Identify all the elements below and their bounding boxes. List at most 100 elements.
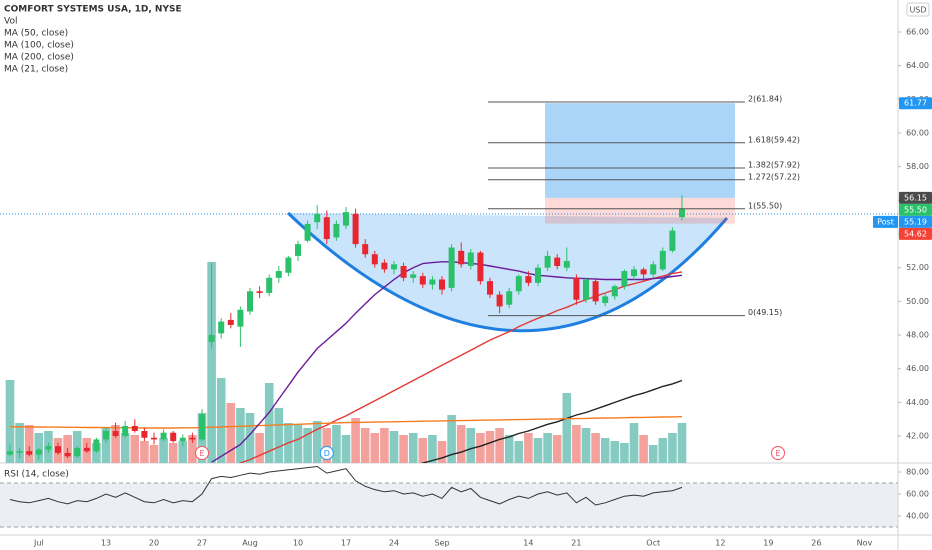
volume-bar xyxy=(120,433,130,463)
post-tag-label: Post xyxy=(877,217,894,226)
price-tag-label: 55.50 xyxy=(904,205,927,214)
volume-bar xyxy=(140,441,149,463)
candle-body xyxy=(275,271,282,278)
rsi-tick-label: 40.00 xyxy=(906,511,929,520)
candle-body xyxy=(611,286,618,297)
volume-bar xyxy=(188,435,197,463)
rsi-line xyxy=(9,465,683,506)
y-tick-label: 44.00 xyxy=(906,398,929,407)
candle-body xyxy=(381,262,388,270)
candle-body xyxy=(323,217,330,240)
candle-body xyxy=(237,309,244,327)
fib-label: 1.618(59.42) xyxy=(748,135,800,144)
x-tick-label: 27 xyxy=(197,539,207,548)
price-tag xyxy=(899,203,932,216)
candle-body xyxy=(487,281,493,295)
candle-body xyxy=(669,230,676,251)
volume-bar xyxy=(178,441,188,463)
fib-label: 0(49.15) xyxy=(748,308,782,317)
candle-body xyxy=(141,431,148,438)
ma-line xyxy=(10,416,683,429)
x-tick-label: Oct xyxy=(646,539,660,548)
volume-bar xyxy=(341,435,351,463)
y-tick-label: 42.00 xyxy=(906,432,929,441)
candle-body xyxy=(112,431,119,437)
candle-body xyxy=(631,269,637,277)
volume-bar xyxy=(380,428,389,463)
candle-body xyxy=(352,213,359,245)
y-tick-label: 50.00 xyxy=(906,297,929,306)
volume-bar xyxy=(168,443,178,463)
volume-bar xyxy=(658,438,668,463)
volume-bar xyxy=(111,425,120,463)
volume-bar xyxy=(677,423,687,463)
candle-body xyxy=(679,208,685,218)
volume-bar xyxy=(322,428,332,463)
candle-body xyxy=(295,244,301,256)
volume-bar xyxy=(456,425,466,463)
candle-body xyxy=(55,446,61,453)
volume-bar xyxy=(514,441,524,463)
price-tag-label: 54.62 xyxy=(904,229,927,238)
volume-bar xyxy=(312,421,322,463)
candle-body xyxy=(208,335,215,342)
currency: USD xyxy=(909,6,926,15)
candle-body xyxy=(448,247,455,288)
candle-body xyxy=(304,223,311,241)
price-tag-label: 55.19 xyxy=(904,217,927,226)
x-tick-label: Nov xyxy=(857,539,873,548)
volume-bar xyxy=(226,403,236,463)
candle-body xyxy=(16,451,23,453)
y-tick-label: 46.00 xyxy=(906,364,929,373)
price-tag-label: 56.15 xyxy=(904,193,927,202)
post-tag xyxy=(873,215,898,228)
volume-bar xyxy=(668,433,677,463)
candle-body xyxy=(429,279,436,285)
volume-bar xyxy=(629,423,639,463)
volume-bar xyxy=(293,425,303,463)
price-tag-label: 61.77 xyxy=(904,99,927,108)
x-tick-label: 24 xyxy=(389,539,399,548)
volume-bar xyxy=(15,423,24,463)
candle-body xyxy=(371,254,378,265)
candle-body xyxy=(83,447,90,452)
event-marker xyxy=(319,446,334,460)
candle-body xyxy=(26,451,33,455)
legend-ma: MA (100, close) xyxy=(4,41,74,51)
x-tick-label: 13 xyxy=(101,539,111,548)
volume-bar xyxy=(389,431,399,463)
ma-line xyxy=(420,379,683,463)
volume-bar xyxy=(216,378,226,463)
volume-bar xyxy=(303,428,312,463)
event-marker xyxy=(195,446,209,460)
candle-body xyxy=(64,452,71,457)
y-tick-label: 66.00 xyxy=(906,27,929,36)
candle-body xyxy=(554,257,561,267)
candle-body xyxy=(640,269,647,275)
fib-label: 2(61.84) xyxy=(748,95,782,104)
volume-bar xyxy=(620,443,629,463)
ma-line xyxy=(238,271,683,463)
y-tick-label: 48.00 xyxy=(906,331,929,340)
volume-bar xyxy=(101,428,111,463)
candle-body xyxy=(583,279,589,300)
volume-bar xyxy=(581,428,591,463)
volume-bar xyxy=(236,408,245,463)
candle-body xyxy=(314,213,321,223)
candle-body xyxy=(218,321,225,334)
volume-bar xyxy=(485,431,495,463)
chart-title: COMFORT SYSTEMS USA, 1D, NYSE xyxy=(4,5,182,15)
x-tick-label: 26 xyxy=(811,539,821,548)
volume-bar xyxy=(360,428,370,463)
volume-bar xyxy=(600,438,610,463)
candle-body xyxy=(535,267,541,283)
event-label: E xyxy=(199,449,204,458)
x-tick-label: 19 xyxy=(763,539,773,548)
legend-rsi: RSI (14, close) xyxy=(4,470,69,480)
volume-bar xyxy=(264,383,274,463)
cup-arc xyxy=(286,211,729,333)
event-label: D xyxy=(324,449,330,458)
candle-body xyxy=(266,277,273,293)
volume-bar xyxy=(648,445,658,463)
candle-body xyxy=(199,414,205,440)
